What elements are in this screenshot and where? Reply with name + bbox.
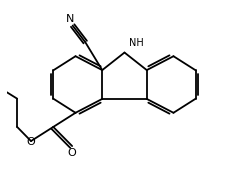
Text: NH: NH (129, 38, 144, 48)
Text: N: N (66, 14, 74, 24)
Text: O: O (68, 148, 76, 158)
Text: O: O (27, 137, 35, 147)
